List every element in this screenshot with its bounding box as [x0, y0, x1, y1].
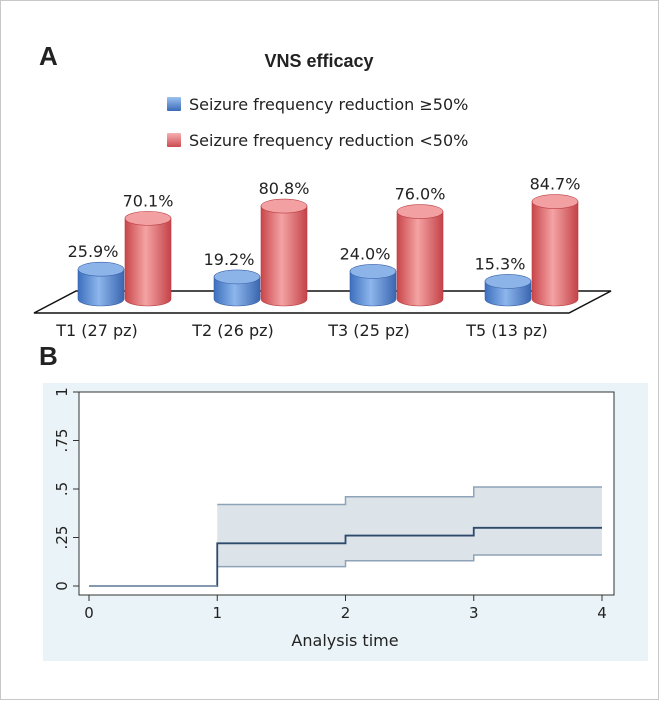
legend-swatch-1 — [167, 97, 181, 111]
bar-lt50-3 — [396, 204, 444, 307]
panel-a-letter: A — [39, 41, 58, 71]
y-tick-label: .5 — [53, 482, 71, 496]
bar-lt50-1 — [124, 211, 172, 307]
bar-ge50-1 — [77, 261, 125, 307]
data-label-ge50-4: 15.3% — [475, 254, 526, 273]
panel-a-bars: 25.9% 70.1% T1 (27 pz) 19.2% 80.8% T2 (26 pz)… — [55, 175, 580, 340]
y-tick-label: .25 — [53, 526, 71, 550]
bar-lt50-4 — [531, 194, 579, 307]
bar-ge50-3 — [349, 264, 397, 307]
ci-lower-line — [217, 554, 602, 568]
data-label-lt50-2: 80.8% — [259, 179, 310, 198]
x-tick-label: 1 — [212, 604, 222, 622]
bar-lt50-2 — [260, 198, 308, 307]
data-label-lt50-4: 84.7% — [530, 175, 581, 194]
panel-a-legend: Seizure frequency reduction ≥50% Seizure … — [167, 95, 468, 150]
x-tick-label: 4 — [597, 604, 607, 622]
panel-b-axes: 0 1 2 3 4 0 .25 .5 .75 1 — [53, 387, 607, 622]
bar-ge50-4 — [484, 274, 532, 307]
legend-swatch-2 — [167, 133, 181, 147]
x-tick-label: 2 — [341, 604, 351, 622]
estimate-line — [89, 526, 602, 587]
data-label-lt50-1: 70.1% — [123, 191, 174, 210]
x-tick-label: 3 — [469, 604, 479, 622]
category-label-4: T5 (13 pz) — [465, 321, 548, 340]
bar-ge50-2 — [213, 269, 261, 307]
panel-b-letter: B — [39, 341, 58, 371]
data-label-ge50-3: 24.0% — [340, 244, 391, 263]
x-tick-label: 0 — [84, 604, 94, 622]
y-tick-label: 1 — [53, 387, 71, 397]
category-label-1: T1 (27 pz) — [55, 321, 138, 340]
data-label-lt50-3: 76.0% — [395, 185, 446, 204]
category-label-3: T3 (25 pz) — [327, 321, 410, 340]
y-tick-label: 0 — [53, 581, 71, 591]
category-label-2: T2 (26 pz) — [191, 321, 274, 340]
panel-a-title: VNS efficacy — [264, 51, 373, 71]
data-label-ge50-2: 19.2% — [204, 250, 255, 269]
panel-a-bar-chart: VNS efficacy Seizure frequency reduction… — [33, 51, 612, 340]
legend-label-2: Seizure frequency reduction <50% — [189, 131, 468, 150]
panel-b-ci-band — [89, 486, 602, 587]
panel-b-x-axis-title: Analysis time — [291, 631, 398, 650]
ci-upper-line — [217, 486, 602, 506]
data-label-ge50-1: 25.9% — [68, 242, 119, 261]
y-tick-label: .75 — [53, 429, 71, 453]
confidence-band — [217, 487, 602, 567]
legend-label-1: Seizure frequency reduction ≥50% — [189, 95, 468, 114]
